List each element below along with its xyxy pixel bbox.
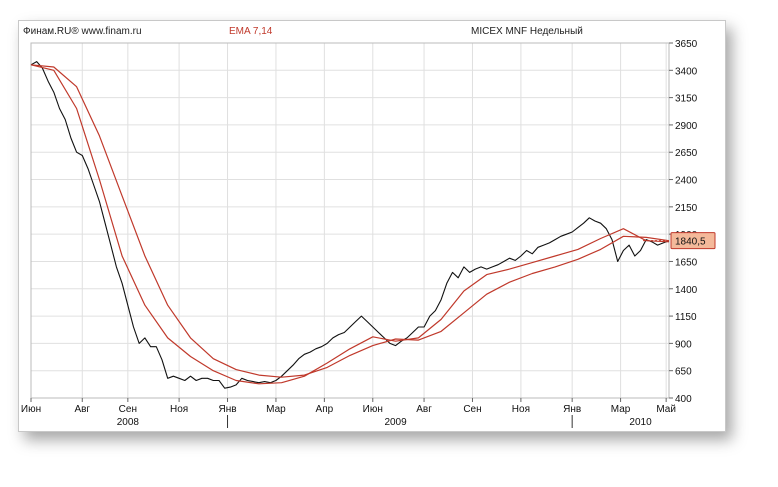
x-tick-label: Апр — [316, 404, 334, 415]
y-tick-label: 2650 — [675, 148, 698, 159]
y-tick-label: 400 — [675, 394, 692, 405]
x-tick-label: Ноя — [170, 404, 188, 415]
plot-border — [30, 42, 670, 399]
y-tick-label: 2150 — [675, 203, 698, 214]
x-tick-label: Мар — [266, 404, 286, 415]
x-tick-label: Мар — [611, 404, 631, 415]
x-tick-label: Янв — [218, 404, 236, 415]
x-tick-label: Янв — [563, 404, 581, 415]
chart-header: Финам.RU® www.finam.ru EMA 7,14 MICEX MN… — [23, 26, 583, 37]
y-tick-label: 2900 — [675, 121, 698, 132]
last-value-badge: 1840,5 — [670, 232, 716, 250]
y-tick-label: 1650 — [675, 257, 698, 268]
source-label[interactable]: Финам.RU® www.finam.ru — [23, 26, 142, 37]
y-axis: 3650340031502900265024002150190016501400… — [669, 39, 698, 405]
y-tick-label: 1150 — [675, 312, 697, 323]
horizontal-grid — [31, 42, 669, 399]
year-label: 2009 — [384, 417, 407, 428]
x-tick-label: Июн — [21, 404, 41, 415]
last-value-text: 1840,5 — [675, 237, 706, 248]
x-tick-label: Май — [656, 404, 676, 415]
y-tick-label: 2400 — [675, 176, 698, 187]
year-label: 2008 — [117, 417, 140, 428]
series-line-price — [30, 61, 670, 389]
y-tick-label: 3150 — [675, 94, 698, 105]
series-line-ema_fast — [30, 64, 670, 385]
x-tick-label: Июн — [363, 404, 383, 415]
year-label: 2010 — [629, 417, 652, 428]
last-value-badge-bg — [670, 232, 716, 250]
y-tick-label: 650 — [675, 367, 692, 378]
series-layer — [30, 61, 670, 389]
x-tick-label: Сен — [119, 404, 137, 415]
x-tick-label: Сен — [463, 404, 481, 415]
vertical-grid — [30, 43, 667, 398]
x-tick-label: Авг — [416, 404, 432, 415]
series-line-ema_slow — [30, 64, 670, 378]
x-tick-label: Авг — [74, 404, 90, 415]
y-tick-label: 900 — [675, 339, 692, 350]
x-tick-label: Ноя — [512, 404, 530, 415]
chart-frame: 3650340031502900265024002150190016501400… — [18, 20, 726, 432]
x-axis: Июн Авг Сен Ноя Янв Мар Апр Июн Авг Сен Ноя Янв Мар М… — [21, 398, 676, 428]
y-tick-label: 3400 — [675, 66, 698, 77]
y-tick-label: 1400 — [675, 285, 698, 296]
instrument-label: MICEX MNF Недельный — [471, 26, 583, 37]
indicator-label: EMA 7,14 — [229, 26, 273, 37]
y-tick-label: 3650 — [675, 39, 698, 50]
chart-svg: 3650340031502900265024002150190016501400… — [21, 26, 716, 428]
